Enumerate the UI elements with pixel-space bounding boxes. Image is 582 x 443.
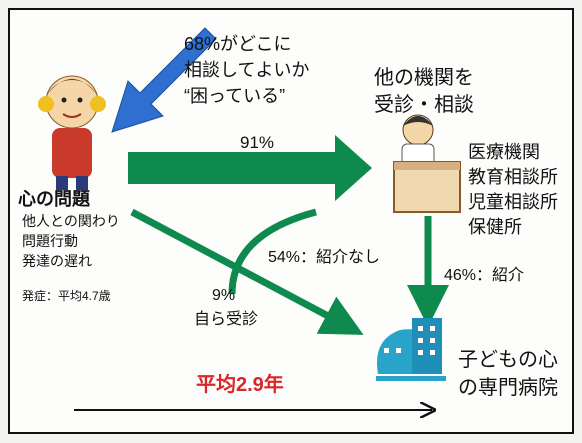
agency-title-line: 他の機関を (374, 66, 474, 89)
flow-label: 自ら受診 (194, 310, 258, 328)
flow-label: 91% (240, 133, 274, 152)
agency-item: 児童相談所 (468, 192, 558, 212)
agency-title: 他の機関を 受診・相談 (374, 66, 474, 116)
agency-item: 教育相談所 (468, 167, 558, 187)
child-icon (38, 75, 106, 190)
symptoms: 他人との関わり 問題行動 発達の遅れ (22, 213, 120, 269)
callout-text: 68%がどこに 相談してよいか “困っている” (184, 34, 309, 106)
nurse-icon (393, 114, 461, 213)
agency-list: 医療機関 教育相談所 児童相談所 保健所 (468, 142, 558, 237)
flow-label: 46%：紹介 (444, 266, 524, 284)
hospital-line: の専門病院 (458, 376, 558, 399)
child-title: 心の問題 (18, 189, 91, 209)
symptom: 問題行動 (22, 233, 78, 249)
flow-arrow-agencies (128, 135, 372, 201)
hospital-line: 子どもの心 (458, 348, 558, 371)
timeline-label: 平均2.9年 (196, 372, 284, 396)
callout-line: “困っている” (184, 86, 285, 106)
symptom: 他人との関わり (22, 213, 120, 229)
onset: 発症：平均4.7歳 (22, 288, 111, 303)
callout-arrow (111, 27, 217, 133)
agency-title-line: 受診・相談 (374, 93, 474, 116)
flow-label: 54%：紹介なし (268, 248, 380, 266)
flow-branch (228, 208, 317, 295)
agency-item: 医療機関 (468, 142, 540, 162)
hospital-label: 子どもの心 の専門病院 (458, 348, 558, 399)
agency-item: 保健所 (468, 217, 522, 237)
flow-label: 9% (212, 287, 235, 304)
callout-line: 68%がどこに (184, 34, 292, 54)
callout-line: 相談してよいか (184, 60, 309, 80)
hospital-icon (376, 318, 446, 381)
symptom: 発達の遅れ (22, 253, 92, 269)
